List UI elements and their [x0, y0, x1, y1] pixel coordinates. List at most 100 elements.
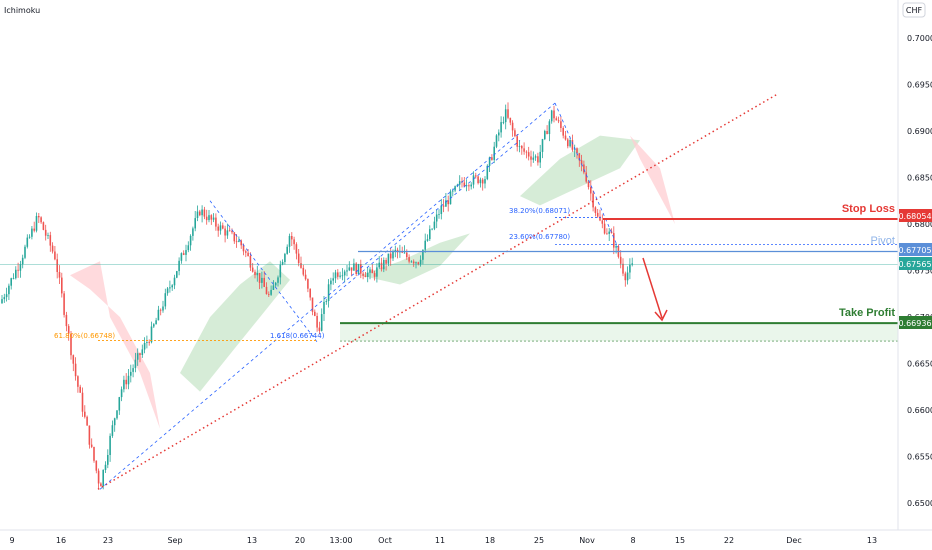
candle-body [576, 148, 578, 154]
candle-body [256, 273, 259, 276]
candle-body [251, 267, 254, 272]
candle-body [123, 379, 125, 390]
candle-body [97, 470, 100, 484]
candle-body [341, 275, 344, 277]
candle-body [219, 225, 222, 231]
stop-loss-badge: 0.68054 [898, 209, 932, 222]
candle-body [38, 216, 40, 218]
x-tick-label: 11 [435, 536, 445, 545]
y-tick-label: 0.68500 [907, 174, 932, 183]
candle-body [93, 447, 95, 461]
candle-body [323, 301, 325, 314]
target-arrow-head [654, 309, 668, 322]
channel-line-lower [329, 139, 521, 299]
x-tick-label: Dec [786, 536, 801, 545]
candle-body [86, 416, 88, 426]
candle-body [380, 262, 383, 270]
candle-body [534, 156, 537, 158]
candle-body [516, 136, 518, 147]
candle-body [578, 153, 581, 161]
candle-body [150, 326, 153, 343]
candle-body [569, 140, 571, 147]
candle-body [164, 293, 167, 307]
candle-body [47, 235, 49, 236]
candle-body [369, 269, 371, 273]
candle-body [222, 225, 224, 229]
x-tick-label: 22 [724, 536, 734, 545]
candle-body [567, 139, 569, 147]
candle-body [332, 278, 334, 281]
candle-body [631, 263, 633, 265]
candle-body [481, 179, 484, 184]
candle-body [527, 152, 530, 157]
candle-body [281, 262, 284, 265]
stop-loss-price: 0.68054 [898, 212, 931, 221]
candle-body [24, 246, 26, 258]
candle-body [199, 211, 201, 216]
candle-body [403, 252, 406, 254]
candle-body [530, 156, 532, 160]
candle-body [116, 410, 118, 419]
ichimoku-cloud [70, 135, 675, 429]
candle-body [40, 217, 42, 223]
candle-body [67, 326, 70, 334]
take-profit-zone-rect [340, 323, 898, 342]
candle-body [557, 120, 560, 122]
candle-body [125, 379, 127, 385]
candle-body [486, 165, 489, 180]
candle-body [387, 253, 390, 264]
candle-body [477, 176, 479, 184]
candle-body [155, 320, 157, 325]
candle-body [350, 267, 353, 271]
fib-38-label: 38.20%(0.68071) [509, 207, 570, 215]
candle-body [362, 273, 364, 276]
candle-body [571, 140, 574, 150]
candle-body [337, 272, 339, 277]
candle-body [159, 309, 162, 311]
candle-body [419, 259, 422, 265]
candle-body [102, 469, 104, 487]
candle-body [153, 324, 155, 327]
candle-body [447, 200, 449, 205]
candle-body [553, 110, 555, 119]
candle-body [19, 264, 22, 271]
candle-body [518, 146, 521, 147]
candle-body [330, 280, 332, 285]
candle-body [465, 185, 468, 187]
candle-body [77, 376, 79, 387]
drawing-lines [0, 93, 898, 490]
candle-body [215, 217, 217, 227]
candle-body [585, 172, 587, 182]
fib-61-label: 61.80%(0.66748) [54, 332, 115, 340]
candle-body [79, 386, 81, 393]
candle-body [583, 164, 585, 173]
abc-leg [554, 102, 619, 248]
candle-body [148, 342, 150, 343]
candle-body [31, 228, 33, 237]
x-tick-label: 15 [675, 536, 685, 545]
candle-body [56, 259, 58, 272]
candle-body [537, 156, 539, 163]
candle-body [507, 109, 509, 118]
candle-body [33, 228, 35, 231]
candle-body [357, 264, 360, 274]
candle-body [320, 314, 323, 331]
candle-body [162, 306, 164, 311]
candle-body [26, 237, 29, 247]
candle-body [113, 418, 116, 426]
candle-body [141, 349, 144, 355]
candle-body [408, 257, 410, 262]
candle-body [201, 209, 203, 216]
candle-body [176, 271, 178, 278]
candle-body [385, 260, 387, 264]
candle-body [12, 278, 15, 279]
candle-body [587, 181, 590, 188]
time-axis[interactable]: 9 16 23 Sep 13 20 13:00 Oct 11 18 25 Nov 8 15 22 Dec 13 [9, 536, 877, 545]
candle-body [136, 353, 139, 360]
currency-box[interactable] [902, 2, 926, 18]
candle-body [433, 221, 436, 229]
candle-body [212, 217, 215, 220]
candle-body [277, 277, 279, 283]
candle-body [226, 230, 229, 236]
